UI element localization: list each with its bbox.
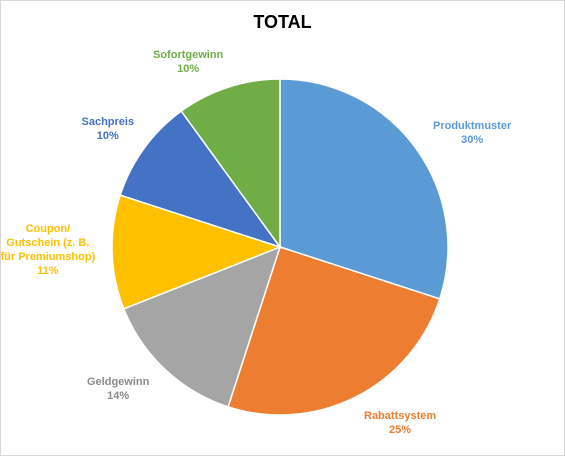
data-label-category: Coupon/ <box>25 223 71 235</box>
data-label-category: Sofortgewinn <box>153 49 224 61</box>
data-label-percent: 30% <box>461 134 484 146</box>
data-label-category: Gutschein (z. B. <box>6 237 90 249</box>
data-label-category: für Premiumshop) <box>0 251 96 263</box>
pie-slice-sofortgewinn <box>180 78 281 250</box>
data-label-percent: 25% <box>389 424 412 436</box>
data-label-category: Produktmuster <box>433 120 512 132</box>
data-label-geldgewinn: Geldgewinn 14% <box>87 375 149 403</box>
pie-slice-rabattsystem <box>227 246 441 416</box>
data-label-category: Geldgewinn <box>87 376 150 388</box>
data-label-percent: 14% <box>107 390 130 402</box>
data-label-rabattsystem: Rabattsystem 25% <box>364 409 436 437</box>
data-label-percent: 11% <box>37 265 59 277</box>
data-label-coupon: Coupon/Gutschein (z. B. für Premiumshop) 1… <box>1 222 96 278</box>
data-label-category: Sachpreis <box>81 116 135 128</box>
data-label-percent: 10% <box>96 130 119 142</box>
data-label-produktmuster: Produktmuster 30% <box>433 119 511 147</box>
data-label-sachpreis: Sachpreis 10% <box>82 115 135 143</box>
pie-slice-produktmuster <box>279 78 449 300</box>
pie-slice-sachpreis <box>119 110 282 249</box>
chart-title: TOTAL <box>253 12 312 32</box>
data-label-sofortgewinn: Sofortgewinn 10% <box>153 48 223 76</box>
pie-slice-coupon <box>111 194 283 310</box>
data-label-percent: 10% <box>177 63 200 75</box>
data-label-category: Rabattsystem <box>364 410 437 422</box>
pie-slice-geldgewinn <box>122 245 282 408</box>
